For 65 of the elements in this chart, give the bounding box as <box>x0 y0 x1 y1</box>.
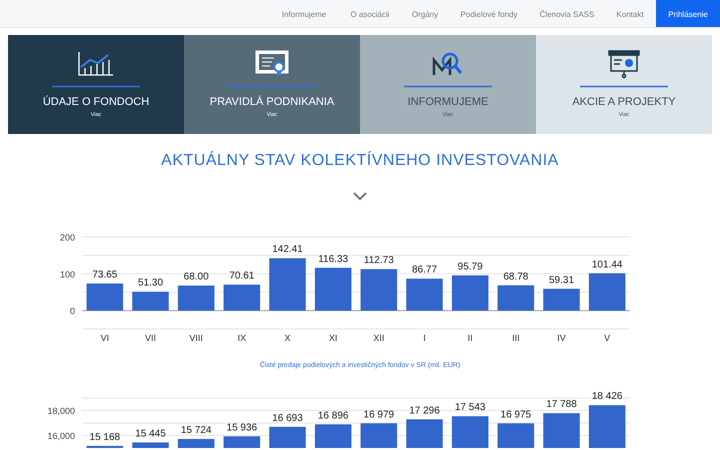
x-tick-label: IX <box>238 333 246 343</box>
text: Prihlásenie <box>668 10 708 19</box>
text: ÚDAJE O FONDOCH <box>42 95 150 108</box>
x-tick-label: II <box>468 333 473 343</box>
text: PRAVIDLÁ PODNIKANIA <box>210 95 335 108</box>
text: Orgány <box>412 10 438 19</box>
data-label: 112.73 <box>364 255 394 266</box>
data-label: 17 788 <box>546 399 578 410</box>
data-label: 86.77 <box>412 264 438 276</box>
y-tick-label: 18,000 <box>47 406 75 416</box>
data-label: 15 445 <box>135 428 166 440</box>
bar <box>86 283 124 311</box>
text: Podielové fondy <box>460 10 518 19</box>
bar <box>132 292 169 311</box>
x-tick-label: VII <box>144 333 156 343</box>
data-label: 16 975 <box>500 409 532 420</box>
text: INFORMUJEME <box>408 96 488 108</box>
data-label: 15 724 <box>180 424 212 436</box>
data-label: 95.79 <box>458 261 484 272</box>
bar <box>360 269 398 311</box>
data-label: 16 979 <box>364 409 395 420</box>
text: Kontakt <box>616 10 644 19</box>
bar <box>269 258 306 311</box>
x-tick-label: V <box>604 333 610 343</box>
data-label: 68.00 <box>184 272 210 283</box>
text: O asociácii <box>350 10 390 19</box>
y-tick-label: 200 <box>60 232 75 242</box>
chart-title: AKTUÁLNY STAV KOLEKTÍVNEHO INVESTOVANIA <box>161 151 559 169</box>
bar <box>588 273 626 311</box>
x-tick-label: IV <box>557 333 566 343</box>
x-tick-label: XI <box>328 333 338 343</box>
y-tick-label: 16,000 <box>47 431 75 441</box>
y-tick-label: 100 <box>60 269 75 280</box>
bar <box>178 286 214 311</box>
x-tick-label: III <box>512 333 520 343</box>
text: Členovia SASS <box>540 10 594 19</box>
x-tick-label: VI <box>100 333 110 343</box>
data-label: 59.31 <box>548 274 574 286</box>
bar <box>452 275 488 311</box>
x-tick-label: I <box>423 333 426 343</box>
data-label: 17 296 <box>409 405 440 416</box>
data-label: 73.65 <box>92 269 118 280</box>
bar <box>314 268 352 311</box>
x-tick-label: X <box>284 333 291 343</box>
bar <box>406 278 443 311</box>
bar <box>498 285 534 311</box>
data-label: 51.30 <box>138 278 164 289</box>
bar <box>224 284 260 311</box>
data-label: 15 168 <box>90 432 121 443</box>
data-label: 15 936 <box>226 422 258 434</box>
x-tick-label: XII <box>373 333 384 343</box>
data-label: 142.41 <box>272 244 304 256</box>
data-label: 68.78 <box>503 271 529 282</box>
data-label: 17 543 <box>454 402 486 414</box>
text: AKCIE A PROJEKTY <box>572 96 676 108</box>
data-label: 16 896 <box>318 410 349 422</box>
data-label: 101.44 <box>592 259 623 270</box>
text: Informujeme <box>282 10 327 19</box>
data-label: 116.33 <box>318 254 349 265</box>
data-label: 70.61 <box>229 270 255 282</box>
y-tick-label: 0 <box>70 306 75 316</box>
data-label: 18 426 <box>592 391 623 402</box>
x-tick-label: VIII <box>189 333 203 343</box>
bar <box>543 288 580 311</box>
data-label: 16 693 <box>272 412 304 424</box>
